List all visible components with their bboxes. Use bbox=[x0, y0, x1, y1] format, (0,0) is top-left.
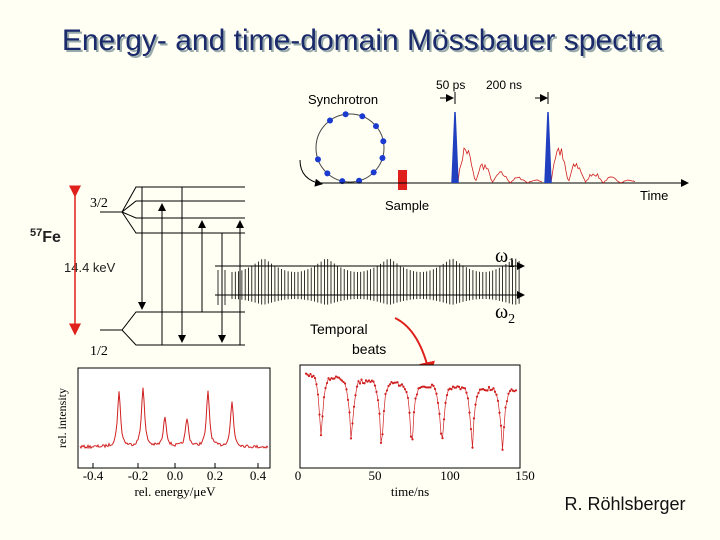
omega: ω bbox=[495, 301, 508, 323]
pulses bbox=[451, 111, 552, 184]
time-label: Time bbox=[640, 188, 668, 203]
synchrotron-label: Synchrotron bbox=[308, 92, 378, 107]
sample-label: Sample bbox=[385, 198, 429, 213]
x-tick-label: 150 bbox=[515, 468, 535, 483]
title: Energy- and time-domain Mössbauer spectr… bbox=[62, 24, 663, 57]
index: 2 bbox=[508, 312, 515, 327]
beat-lines bbox=[217, 258, 520, 305]
element: Fe bbox=[42, 229, 61, 246]
ground-spin: 1/2 bbox=[90, 344, 108, 359]
x-ticks: -0.4 -0.2 0.0 0.2 0.4 bbox=[83, 463, 267, 483]
x-tick-label: 100 bbox=[440, 468, 460, 483]
trace bbox=[305, 373, 517, 450]
x-tick-label: 0.0 bbox=[167, 468, 183, 483]
bunch bbox=[373, 123, 380, 130]
x-label: rel. energy/μeV bbox=[134, 484, 216, 499]
x-tick-label: 0.4 bbox=[250, 468, 267, 483]
x-tick-label: 0.2 bbox=[207, 468, 223, 483]
x-tick-label: 0 bbox=[295, 468, 302, 483]
ring bbox=[315, 113, 385, 183]
x-tick-label: -0.4 bbox=[83, 468, 104, 483]
mass-number: 57 bbox=[30, 227, 42, 239]
energy-spectrum bbox=[79, 387, 269, 450]
bunches bbox=[314, 111, 387, 185]
index: 1 bbox=[508, 256, 515, 271]
isotope: 57Fe bbox=[30, 227, 61, 246]
bunch bbox=[324, 170, 331, 177]
x-tick-label: 50 bbox=[369, 468, 382, 483]
sample bbox=[398, 170, 407, 190]
omega: ω bbox=[495, 245, 508, 267]
pulse-spacing: 200 ns bbox=[486, 78, 522, 92]
pulse-width: 50 ps bbox=[436, 78, 465, 92]
energy: 14.4 keV bbox=[64, 260, 116, 275]
omega-1: ω1 bbox=[495, 245, 515, 271]
bunch bbox=[342, 111, 349, 118]
x-label: time/ns bbox=[391, 484, 429, 499]
transitions bbox=[138, 187, 244, 345]
levels bbox=[100, 186, 245, 346]
annotation: beats bbox=[352, 341, 386, 357]
title-shadow: Energy- and time-domain Mössbauer spectr… bbox=[64, 26, 665, 59]
ring-arrow bbox=[299, 159, 323, 187]
bunch bbox=[359, 113, 366, 120]
bunch bbox=[380, 138, 387, 145]
plot-frame bbox=[77, 367, 271, 469]
decay-signal bbox=[457, 147, 636, 184]
excited-spin: 3/2 bbox=[90, 196, 108, 211]
x-ticks: 0 50 100 150 bbox=[295, 468, 535, 483]
time-spectrum bbox=[304, 372, 518, 451]
point bbox=[501, 448, 504, 451]
bunch bbox=[314, 156, 321, 163]
author: R. Röhlsberger bbox=[564, 494, 685, 514]
y-label: rel. intensity bbox=[55, 388, 69, 448]
bunch bbox=[326, 117, 333, 124]
x-tick-label: -0.2 bbox=[128, 468, 149, 483]
annotation: Temporal bbox=[310, 321, 368, 337]
omega-2: ω2 bbox=[495, 301, 515, 327]
bunch bbox=[379, 155, 386, 162]
bunch bbox=[370, 169, 377, 176]
bunch bbox=[356, 177, 363, 184]
